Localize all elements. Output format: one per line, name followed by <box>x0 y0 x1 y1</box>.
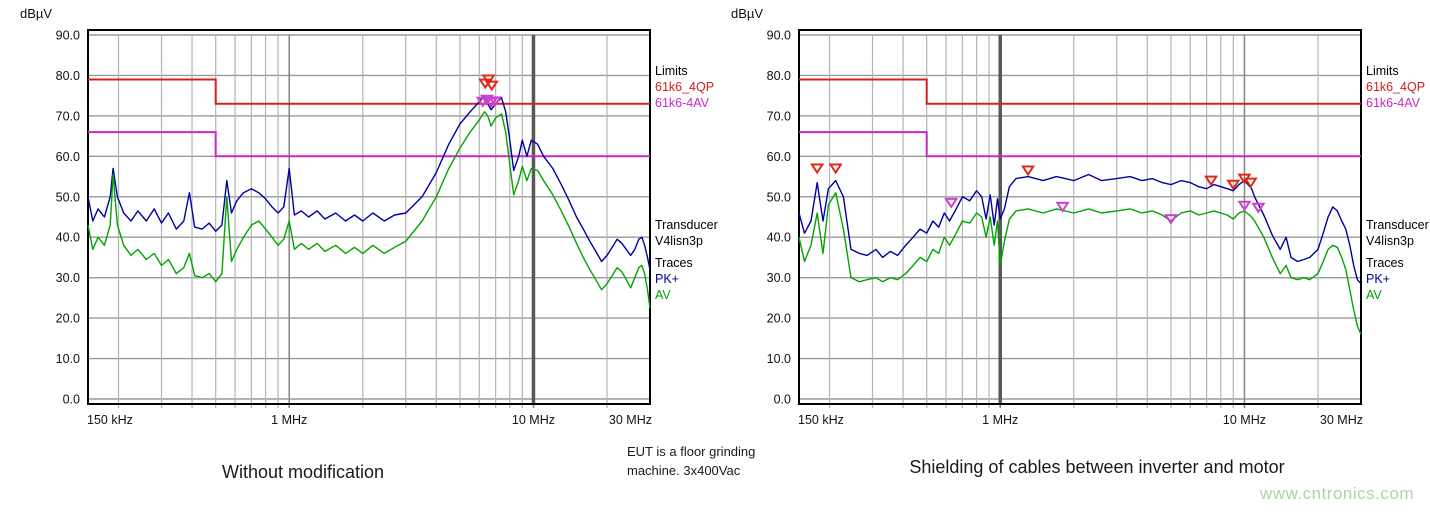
svg-text:150 kHz: 150 kHz <box>798 413 844 427</box>
svg-text:10.0: 10.0 <box>56 352 80 366</box>
legend-av-trace-name: AV <box>655 288 671 302</box>
legend-av-limit-name: 61k6-4AV <box>655 96 709 110</box>
left-emissions-chart: 90.0 80.0 70.0 60.0 50.0 40.0 30.0 20.0 10.0 0.0 1… <box>20 6 718 482</box>
left-legend-limits: Limits 61k6_4QP 61k6-4AV <box>655 63 714 111</box>
svg-text:90.0: 90.0 <box>56 29 80 43</box>
svg-text:90.0: 90.0 <box>767 29 791 43</box>
svg-text:80.0: 80.0 <box>56 69 80 83</box>
svg-text:30 MHz: 30 MHz <box>609 413 652 427</box>
legend-transducer-label: Transducer <box>655 218 718 232</box>
svg-text:0.0: 0.0 <box>774 393 791 407</box>
svg-text:30.0: 30.0 <box>56 271 80 285</box>
right-emissions-chart: 90.0 80.0 70.0 60.0 50.0 40.0 30.0 20.0 10.0 0.0 1… <box>711 0 1430 517</box>
svg-text:60.0: 60.0 <box>56 150 80 164</box>
svg-text:10 MHz: 10 MHz <box>512 413 555 427</box>
legend-av-trace-name: AV <box>1366 288 1382 302</box>
left-legend-traces: Traces PK+ AV <box>655 255 693 303</box>
left-legend-transducer: Transducer V4lisn3p <box>655 217 718 249</box>
svg-text:10.0: 10.0 <box>767 352 791 366</box>
legend-limits-label: Limits <box>1366 64 1399 78</box>
svg-text:dBµV: dBµV <box>731 6 763 21</box>
legend-pk-trace-name: PK+ <box>655 272 679 286</box>
svg-text:80.0: 80.0 <box>767 69 791 83</box>
svg-text:dBµV: dBµV <box>20 6 52 21</box>
svg-text:150 kHz: 150 kHz <box>87 413 133 427</box>
eut-note-line1: EUT is a floor grinding <box>627 444 756 459</box>
svg-text:0.0: 0.0 <box>63 393 80 407</box>
svg-text:70.0: 70.0 <box>767 109 791 123</box>
eut-note-line2: machine. 3x400Vac <box>627 463 741 478</box>
svg-text:1 MHz: 1 MHz <box>982 413 1018 427</box>
legend-traces-label: Traces <box>1366 256 1404 270</box>
svg-text:40.0: 40.0 <box>767 231 791 245</box>
legend-av-limit-name: 61k6-4AV <box>1366 96 1420 110</box>
left-chart-caption: Without modification <box>221 462 385 482</box>
svg-text:10 MHz: 10 MHz <box>1223 413 1266 427</box>
legend-transducer-label: Transducer <box>1366 218 1429 232</box>
legend-qp-limit-name: 61k6_4QP <box>655 80 715 94</box>
right-legend-traces: Traces PK+ AV <box>1366 255 1404 303</box>
legend-traces-label: Traces <box>655 256 693 270</box>
right-legend-limits: Limits 61k6_4QP 61k6-4AV <box>1366 63 1425 111</box>
svg-text:20.0: 20.0 <box>56 312 80 326</box>
svg-text:50.0: 50.0 <box>767 190 791 204</box>
svg-text:30 MHz: 30 MHz <box>1320 413 1363 427</box>
left-emissions-plot: 90.0 80.0 70.0 60.0 50.0 40.0 30.0 20.0 10.0 0.0 1… <box>20 6 652 427</box>
svg-text:30.0: 30.0 <box>767 271 791 285</box>
right-emissions-plot: 90.0 80.0 70.0 60.0 50.0 40.0 30.0 20.0 10.0 0.0 1… <box>731 6 1363 427</box>
site-watermark: www.cntronics.com <box>1260 484 1414 503</box>
right-chart-caption: Shielding of cables between inverter and… <box>909 457 1285 477</box>
right-legend-transducer: Transducer V4lisn3p <box>1366 217 1429 249</box>
svg-text:1 MHz: 1 MHz <box>271 413 307 427</box>
legend-limits-label: Limits <box>655 64 688 78</box>
svg-text:40.0: 40.0 <box>56 231 80 245</box>
legend-pk-trace-name: PK+ <box>1366 272 1390 286</box>
svg-text:50.0: 50.0 <box>56 190 80 204</box>
legend-qp-limit-name: 61k6_4QP <box>1366 80 1426 94</box>
svg-text:60.0: 60.0 <box>767 150 791 164</box>
legend-transducer-value: V4lisn3p <box>655 234 703 248</box>
eut-note: EUT is a floor grinding machine. 3x400Va… <box>627 442 777 480</box>
legend-transducer-value: V4lisn3p <box>1366 234 1414 248</box>
svg-text:20.0: 20.0 <box>767 312 791 326</box>
svg-text:70.0: 70.0 <box>56 109 80 123</box>
